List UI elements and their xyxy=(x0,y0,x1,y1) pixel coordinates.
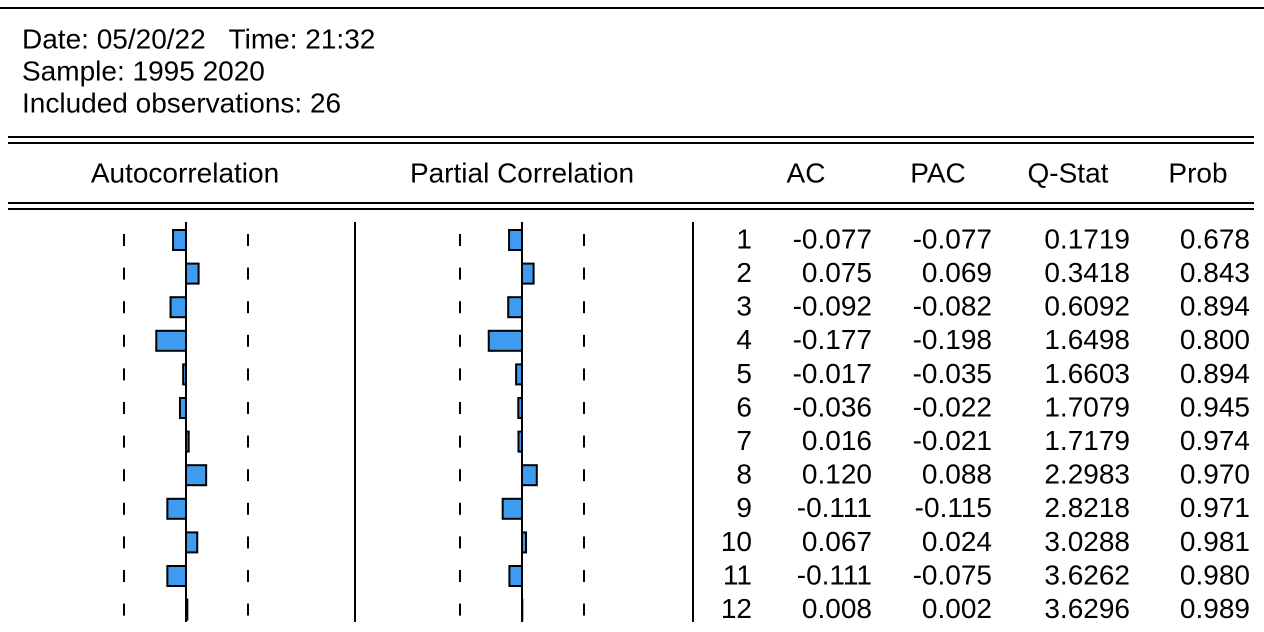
cell: 3.0288 xyxy=(1044,526,1130,557)
header-line: Date: 05/20/22 Time: 21:32 xyxy=(22,23,375,54)
column-header: Autocorrelation xyxy=(91,157,279,188)
cell: -0.021 xyxy=(913,425,992,456)
cell: 1.6498 xyxy=(1044,324,1130,355)
cell: 6 xyxy=(736,391,752,422)
bar xyxy=(155,329,188,352)
cell: -0.022 xyxy=(913,391,992,422)
cell: 0.1719 xyxy=(1044,223,1130,254)
cell: 0.3418 xyxy=(1044,257,1130,288)
cell: 0.974 xyxy=(1180,425,1250,456)
column-header: Partial Correlation xyxy=(410,157,634,188)
cell: 0.980 xyxy=(1180,559,1250,590)
bar xyxy=(517,397,524,419)
cell: 0.945 xyxy=(1180,391,1250,422)
cell: 0.6092 xyxy=(1044,291,1130,322)
bar xyxy=(521,262,535,285)
cell: -0.198 xyxy=(913,324,992,355)
cell: 0.008 xyxy=(802,593,872,624)
cell: -0.111 xyxy=(797,559,872,590)
cell: -0.035 xyxy=(913,358,992,389)
bar xyxy=(508,229,523,251)
cell: 0.075 xyxy=(802,257,872,288)
bar xyxy=(521,531,528,554)
cell: -0.177 xyxy=(793,324,872,355)
cell: -0.017 xyxy=(793,358,872,389)
header-line: Included observations: 26 xyxy=(22,87,341,118)
cell: 4 xyxy=(736,324,752,355)
cell: 1 xyxy=(736,223,752,254)
cell: 5 xyxy=(736,358,752,389)
cell: -0.077 xyxy=(793,223,872,254)
bar xyxy=(508,565,523,587)
cell: 1.6603 xyxy=(1044,358,1130,389)
bar xyxy=(517,430,523,453)
bar xyxy=(169,296,188,319)
cell: 2.2983 xyxy=(1044,459,1130,490)
cell: 0.016 xyxy=(802,425,872,456)
bar xyxy=(185,598,189,621)
bar xyxy=(521,464,538,487)
bar xyxy=(185,430,190,453)
cell: 1.7179 xyxy=(1044,425,1130,456)
bar xyxy=(185,262,200,285)
header-line: Sample: 1995 2020 xyxy=(22,55,265,86)
cell: -0.111 xyxy=(797,492,872,523)
cell: 0.120 xyxy=(802,459,872,490)
cell: 0.981 xyxy=(1180,526,1250,557)
cell: 0.894 xyxy=(1180,291,1250,322)
bar xyxy=(178,397,187,419)
cell: -0.082 xyxy=(913,291,992,322)
cell: 10 xyxy=(721,526,752,557)
cell: 0.002 xyxy=(922,593,992,624)
cell: 11 xyxy=(723,559,752,590)
cell: -0.036 xyxy=(793,391,872,422)
column-header: AC xyxy=(787,157,826,188)
bar xyxy=(166,565,188,587)
cell: -0.075 xyxy=(913,559,992,590)
cell: 2 xyxy=(736,257,752,288)
bar xyxy=(501,497,523,520)
cell: 2.8218 xyxy=(1044,492,1130,523)
cell: 0.678 xyxy=(1180,223,1250,254)
cell: 7 xyxy=(736,425,752,456)
cell: 0.970 xyxy=(1180,459,1250,490)
cell: 0.894 xyxy=(1180,358,1250,389)
column-header: PAC xyxy=(910,157,966,188)
cell: -0.077 xyxy=(913,223,992,254)
bar xyxy=(487,329,523,352)
cell: 3.6262 xyxy=(1044,559,1130,590)
cell: 0.024 xyxy=(922,526,992,557)
cell: 0.800 xyxy=(1180,324,1250,355)
cell: 0.067 xyxy=(802,526,872,557)
cell: 0.088 xyxy=(922,459,992,490)
bar xyxy=(166,497,188,520)
cell: 1.7079 xyxy=(1044,391,1130,422)
bar xyxy=(182,363,187,386)
bar xyxy=(172,229,187,251)
cell: 8 xyxy=(736,459,752,490)
cell: 0.989 xyxy=(1180,593,1250,624)
bar xyxy=(507,296,523,319)
cell: 9 xyxy=(736,492,752,523)
column-header: Prob xyxy=(1168,157,1227,188)
cell: 0.971 xyxy=(1180,492,1250,523)
cell: -0.115 xyxy=(915,492,992,523)
bar xyxy=(185,531,199,554)
cell: 0.843 xyxy=(1180,257,1250,288)
cell: 3 xyxy=(736,291,752,322)
column-header: Q-Stat xyxy=(1028,157,1109,188)
cell: 12 xyxy=(721,593,752,624)
cell: 0.069 xyxy=(922,257,992,288)
cell: 3.6296 xyxy=(1044,593,1130,624)
cell: -0.092 xyxy=(793,291,872,322)
bar xyxy=(185,464,208,487)
bar xyxy=(515,363,523,386)
